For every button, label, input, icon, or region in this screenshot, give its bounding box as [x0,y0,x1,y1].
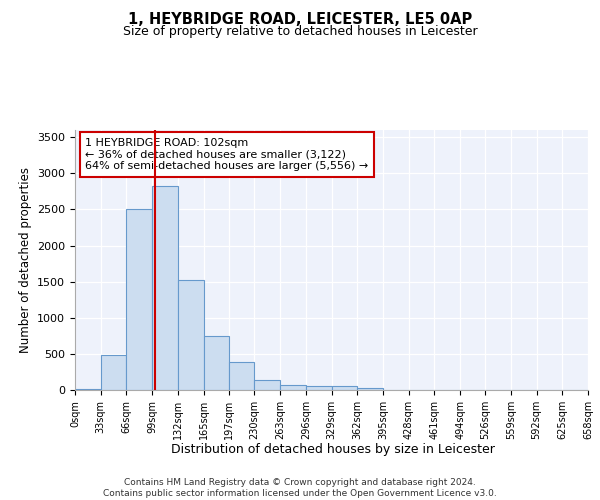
Text: Distribution of detached houses by size in Leicester: Distribution of detached houses by size … [171,442,495,456]
Bar [127,208,152,390]
Bar [254,380,280,390]
Y-axis label: Number of detached properties: Number of detached properties [19,167,32,353]
Text: 1 HEYBRIDGE ROAD: 102sqm
← 36% of detached houses are smaller (3,122)
64% of sem: 1 HEYBRIDGE ROAD: 102sqm ← 36% of detach… [85,138,368,171]
Text: 1, HEYBRIDGE ROAD, LEICESTER, LE5 0AP: 1, HEYBRIDGE ROAD, LEICESTER, LE5 0AP [128,12,472,28]
Text: Size of property relative to detached houses in Leicester: Size of property relative to detached ho… [122,25,478,38]
Bar [178,280,203,390]
Bar [280,384,306,390]
Bar [357,388,383,390]
Bar [203,336,229,390]
Text: Contains HM Land Registry data © Crown copyright and database right 2024.
Contai: Contains HM Land Registry data © Crown c… [103,478,497,498]
Bar [331,386,357,390]
Bar [229,362,254,390]
Bar [152,186,178,390]
Bar [101,356,127,390]
Bar [306,386,331,390]
Bar [75,388,101,390]
